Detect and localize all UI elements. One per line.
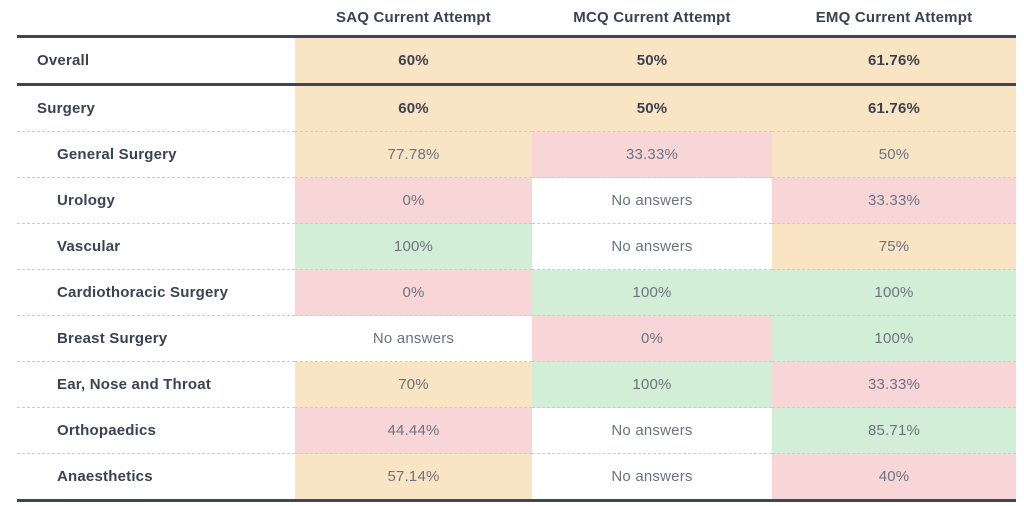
- score-cell: 0%: [532, 315, 772, 362]
- score-cell: 40%: [772, 453, 1016, 501]
- score-cell: 100%: [532, 269, 772, 316]
- results-table: SAQ Current Attempt MCQ Current Attempt …: [17, 0, 1016, 502]
- table-row: Ear, Nose and Throat 70% 100% 33.33%: [17, 361, 1016, 408]
- score-cell: 75%: [772, 223, 1016, 270]
- row-label: Cardiothoracic Surgery: [17, 269, 295, 316]
- row-label: Vascular: [17, 223, 295, 270]
- score-cell: 77.78%: [295, 131, 532, 178]
- table-row: Orthopaedics 44.44% No answers 85.71%: [17, 407, 1016, 454]
- score-cell: 50%: [532, 84, 772, 132]
- table-row: Overall 60% 50% 61.76%: [17, 36, 1016, 85]
- score-cell: No answers: [532, 223, 772, 270]
- score-cell: 44.44%: [295, 407, 532, 454]
- score-cell: 0%: [295, 269, 532, 316]
- row-label: General Surgery: [17, 131, 295, 178]
- score-cell: 60%: [295, 84, 532, 132]
- score-cell: 0%: [295, 177, 532, 224]
- score-cell: 50%: [772, 131, 1016, 178]
- row-label: Orthopaedics: [17, 407, 295, 454]
- table-row: Surgery 60% 50% 61.76%: [17, 84, 1016, 132]
- table-row: Urology 0% No answers 33.33%: [17, 177, 1016, 224]
- score-cell: 100%: [532, 361, 772, 408]
- table-row: Cardiothoracic Surgery 0% 100% 100%: [17, 269, 1016, 316]
- score-cell: 33.33%: [772, 361, 1016, 408]
- score-cell: No answers: [295, 315, 532, 362]
- score-cell: 33.33%: [532, 131, 772, 178]
- score-cell: 61.76%: [772, 36, 1016, 85]
- column-header-emq: EMQ Current Attempt: [772, 0, 1016, 37]
- column-header-mcq: MCQ Current Attempt: [532, 0, 772, 37]
- score-cell: 61.76%: [772, 84, 1016, 132]
- score-cell: 100%: [772, 315, 1016, 362]
- row-label: Surgery: [17, 84, 295, 132]
- score-cell: 57.14%: [295, 453, 532, 501]
- score-cell: No answers: [532, 177, 772, 224]
- header-row: SAQ Current Attempt MCQ Current Attempt …: [17, 0, 1016, 37]
- table-body: Overall 60% 50% 61.76% Surgery 60% 50% 61.76% Ge…: [17, 36, 1016, 501]
- score-cell: 70%: [295, 361, 532, 408]
- row-label-header: [17, 0, 295, 37]
- score-cell: 100%: [295, 223, 532, 270]
- score-cell: 85.71%: [772, 407, 1016, 454]
- column-header-saq: SAQ Current Attempt: [295, 0, 532, 37]
- table-row: Anaesthetics 57.14% No answers 40%: [17, 453, 1016, 501]
- row-label: Overall: [17, 36, 295, 85]
- row-label: Anaesthetics: [17, 453, 295, 501]
- row-label: Urology: [17, 177, 295, 224]
- score-cell: No answers: [532, 407, 772, 454]
- row-label: Ear, Nose and Throat: [17, 361, 295, 408]
- row-label: Breast Surgery: [17, 315, 295, 362]
- score-cell: 50%: [532, 36, 772, 85]
- table-row: General Surgery 77.78% 33.33% 50%: [17, 131, 1016, 178]
- score-cell: 33.33%: [772, 177, 1016, 224]
- table-row: Breast Surgery No answers 0% 100%: [17, 315, 1016, 362]
- score-cell: 60%: [295, 36, 532, 85]
- score-cell: No answers: [532, 453, 772, 501]
- table-row: Vascular 100% No answers 75%: [17, 223, 1016, 270]
- score-cell: 100%: [772, 269, 1016, 316]
